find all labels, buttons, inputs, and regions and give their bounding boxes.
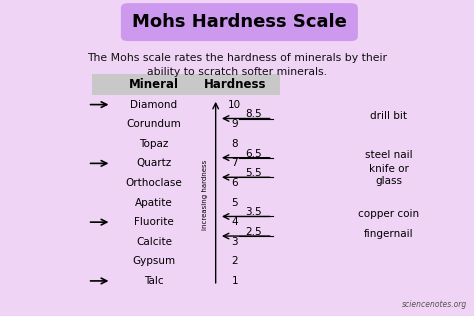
Text: The Mohs scale rates the hardness of minerals by their
ability to scratch softer: The Mohs scale rates the hardness of min… xyxy=(87,53,387,77)
FancyBboxPatch shape xyxy=(121,3,358,41)
Text: drill bit: drill bit xyxy=(370,111,407,121)
Text: Quartz: Quartz xyxy=(137,158,172,168)
Text: 7: 7 xyxy=(231,158,238,168)
Text: Corundum: Corundum xyxy=(127,119,182,129)
Text: knife or
glass: knife or glass xyxy=(369,164,409,186)
Text: Fluorite: Fluorite xyxy=(134,217,174,227)
Text: 9: 9 xyxy=(231,119,238,129)
Text: 6: 6 xyxy=(231,178,238,188)
Text: Mohs Hardness Scale: Mohs Hardness Scale xyxy=(132,13,347,31)
Text: Orthoclase: Orthoclase xyxy=(126,178,182,188)
Text: Calcite: Calcite xyxy=(136,237,172,247)
Text: Hardness: Hardness xyxy=(203,78,266,91)
Text: steel nail: steel nail xyxy=(365,150,412,161)
Text: 4: 4 xyxy=(231,217,238,227)
Text: 1: 1 xyxy=(231,276,238,286)
Text: 5.5: 5.5 xyxy=(245,168,262,178)
Text: Diamond: Diamond xyxy=(130,100,178,110)
Text: Gypsum: Gypsum xyxy=(133,256,175,266)
Text: increasing hardness: increasing hardness xyxy=(202,160,208,230)
Text: Talc: Talc xyxy=(144,276,164,286)
Text: Mineral: Mineral xyxy=(129,78,179,91)
Text: 3.5: 3.5 xyxy=(245,207,262,217)
Text: 2.5: 2.5 xyxy=(245,227,262,237)
Text: 10: 10 xyxy=(228,100,241,110)
Text: Apatite: Apatite xyxy=(135,198,173,208)
FancyBboxPatch shape xyxy=(92,74,280,95)
Text: Topaz: Topaz xyxy=(139,139,169,149)
Text: 8.5: 8.5 xyxy=(245,109,262,119)
Text: 3: 3 xyxy=(231,237,238,247)
Text: sciencenotes.org: sciencenotes.org xyxy=(401,300,467,309)
Text: 2: 2 xyxy=(231,256,238,266)
Text: 8: 8 xyxy=(231,139,238,149)
Text: copper coin: copper coin xyxy=(358,209,419,219)
Text: fingernail: fingernail xyxy=(364,229,413,239)
Text: 5: 5 xyxy=(231,198,238,208)
Text: 6.5: 6.5 xyxy=(245,149,262,159)
